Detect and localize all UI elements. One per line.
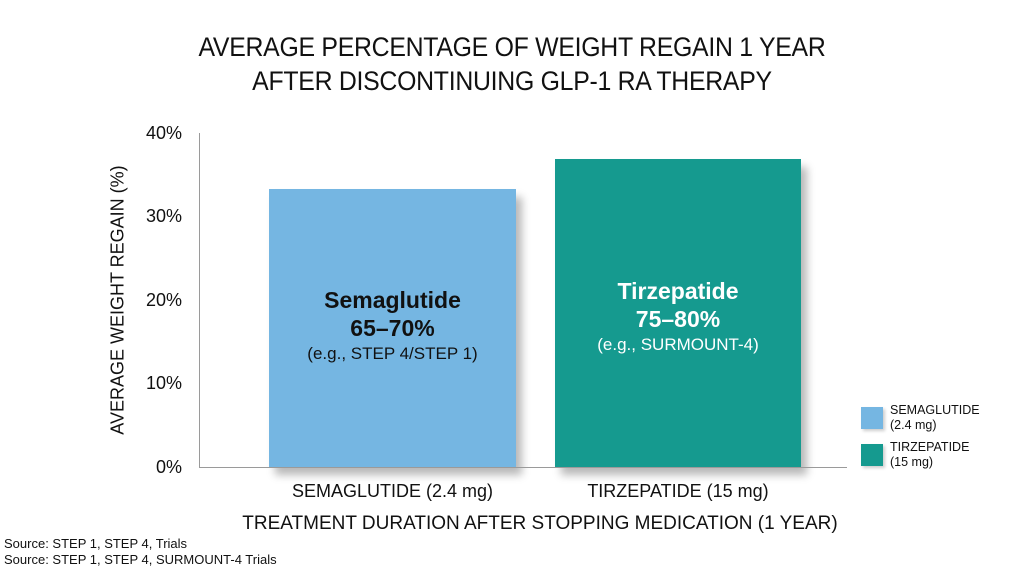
y-tick-0: 0% xyxy=(155,457,182,477)
y-tick-20: 20% xyxy=(145,290,182,310)
bar-semaglutide-label: Semaglutide 65–70% (e.g., STEP 4/STEP 1) xyxy=(269,286,516,366)
y-tick-10: 10% xyxy=(145,373,182,393)
x-category-tirzepatide: TIRZEPATIDE (15 mg) xyxy=(587,481,769,501)
legend-tirzepatide-line1: TIRZEPATIDE xyxy=(890,440,970,454)
bar-semaglutide-note: (e.g., STEP 4/STEP 1) xyxy=(307,344,478,363)
x-axis-line xyxy=(199,467,847,468)
source-line-1: Source: STEP 1, STEP 4, Trials xyxy=(4,536,188,551)
legend-text-semaglutide: SEMAGLUTIDE (2.4 mg) xyxy=(890,403,980,433)
legend-swatch-semaglutide xyxy=(861,407,883,429)
legend-swatch-tirzepatide xyxy=(861,444,883,466)
source-line-2: Source: STEP 1, STEP 4, SURMOUNT-4 Trial… xyxy=(4,552,277,567)
y-tick-30: 30% xyxy=(145,206,182,226)
legend-tirzepatide-line2: (15 mg) xyxy=(890,455,934,469)
chart-title: AVERAGE PERCENTAGE OF WEIGHT REGAIN 1 YE… xyxy=(0,30,1024,98)
legend-item-semaglutide: SEMAGLUTIDE (2.4 mg) xyxy=(861,403,980,433)
chart-title-line1: AVERAGE PERCENTAGE OF WEIGHT REGAIN 1 YE… xyxy=(198,32,826,62)
bar-semaglutide: Semaglutide 65–70% (e.g., STEP 4/STEP 1) xyxy=(269,189,516,467)
bar-tirzepatide-range: 75–80% xyxy=(635,306,721,332)
legend-item-tirzepatide: TIRZEPATIDE (15 mg) xyxy=(861,440,969,470)
bar-tirzepatide-name: Tirzepatide xyxy=(617,278,739,304)
bar-semaglutide-range: 65–70% xyxy=(350,315,435,341)
y-axis-line xyxy=(199,133,200,467)
legend-semaglutide-line2: (2.4 mg) xyxy=(890,418,937,432)
bar-semaglutide-name: Semaglutide xyxy=(324,287,461,313)
y-tick-40: 40% xyxy=(145,123,182,143)
chart-title-line2: AFTER DISCONTINUING GLP-1 RA THERAPY xyxy=(252,66,772,96)
bar-tirzepatide-label: Tirzepatide 75–80% (e.g., SURMOUNT-4) xyxy=(555,277,801,357)
bar-tirzepatide-note: (e.g., SURMOUNT-4) xyxy=(597,335,759,354)
legend-text-tirzepatide: TIRZEPATIDE (15 mg) xyxy=(890,440,969,470)
x-axis-label: TREATMENT DURATION AFTER STOPPING MEDICA… xyxy=(242,513,838,534)
legend-semaglutide-line1: SEMAGLUTIDE xyxy=(890,403,980,417)
x-category-semaglutide: SEMAGLUTIDE (2.4 mg) xyxy=(291,481,494,501)
bar-tirzepatide: Tirzepatide 75–80% (e.g., SURMOUNT-4) xyxy=(555,159,801,467)
